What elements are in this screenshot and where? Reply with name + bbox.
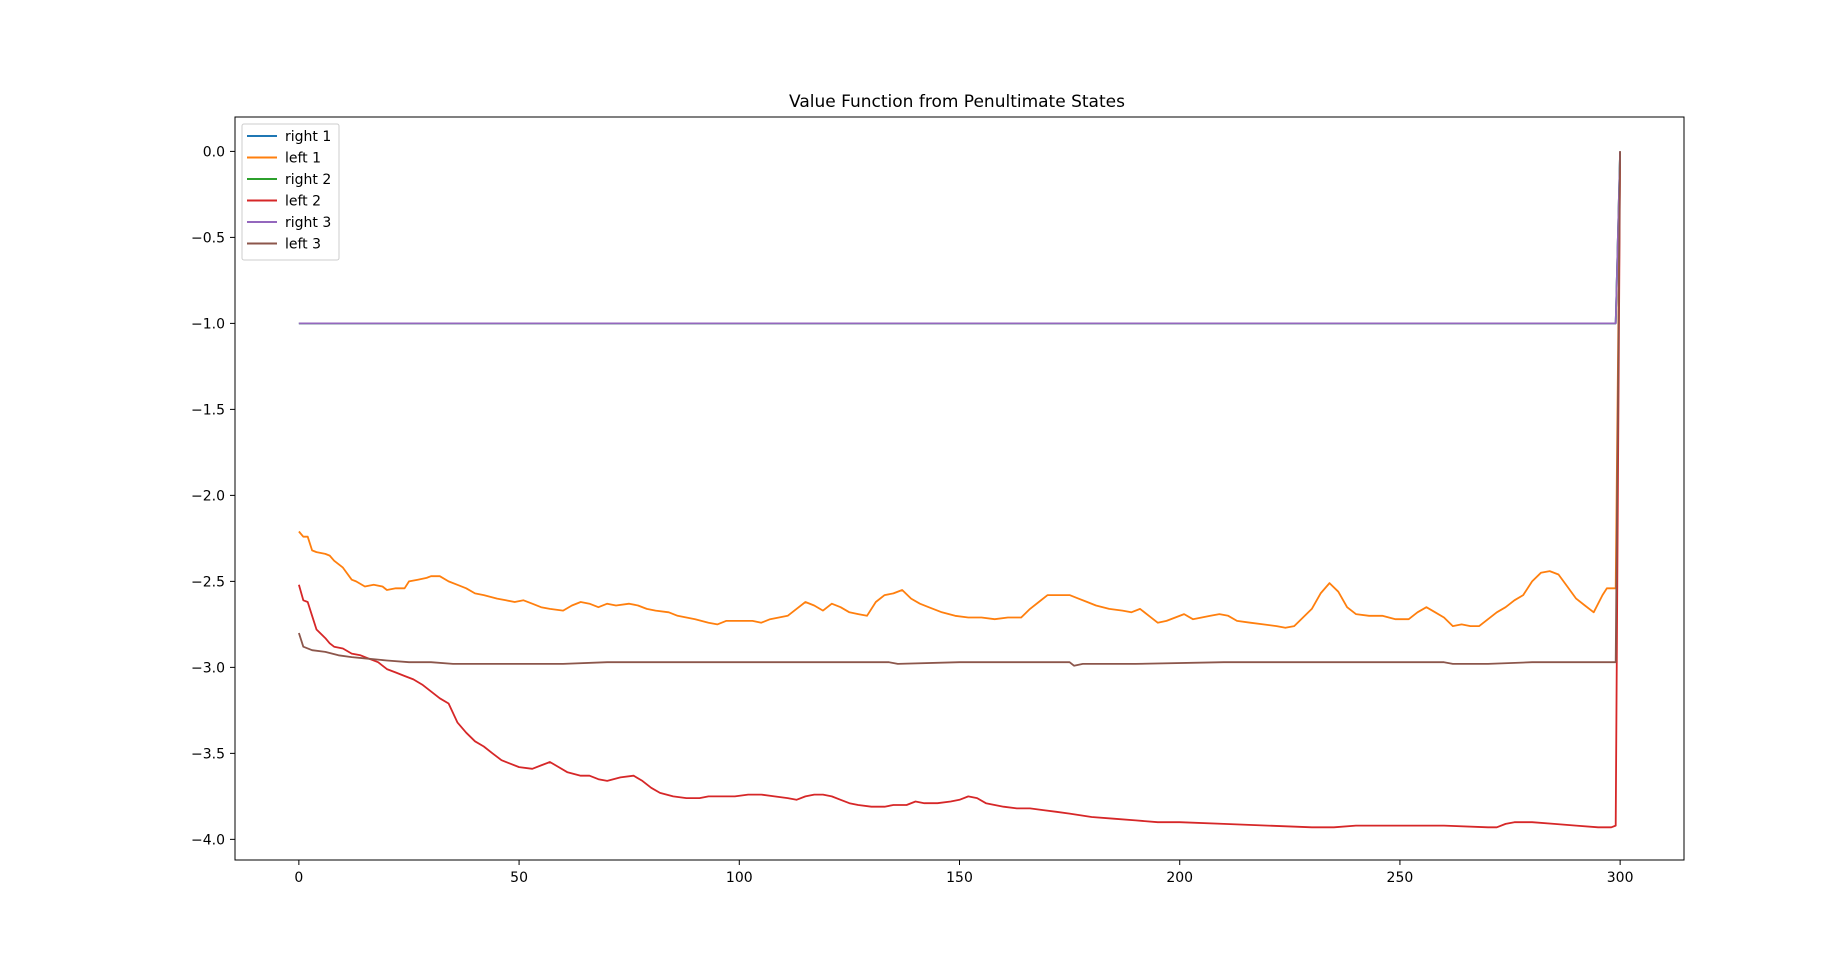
y-tick-label: −2.5 (191, 574, 225, 590)
y-tick-label: −2.0 (191, 488, 225, 504)
y-tick-label: −3.5 (191, 746, 225, 762)
chart-title: Value Function from Penultimate States (789, 92, 1125, 112)
y-axis: 0.0 −0.5 −1.0 −1.5 −2.0 −2.5 −3.0 −3.5 −4.0 (191, 144, 235, 848)
x-tick-label: 200 (1166, 870, 1193, 886)
x-tick-label: 100 (726, 870, 753, 886)
x-tick-label: 150 (946, 870, 973, 886)
x-axis: 0 50 100 150 200 250 300 (294, 860, 1634, 886)
x-tick-label: 300 (1607, 870, 1634, 886)
y-tick-label: −0.5 (191, 230, 225, 246)
series-layer (298, 151, 1621, 829)
legend-label: left 1 (285, 151, 321, 167)
y-tick-label: 0.0 (203, 144, 225, 160)
legend: right 1 left 1 right 2 left 2 right 3 left 3 (241, 123, 340, 261)
y-tick-label: −3.0 (191, 660, 225, 676)
series-line-left-1 (298, 151, 1621, 629)
y-tick-label: −1.0 (191, 316, 225, 332)
legend-label: left 2 (285, 194, 321, 210)
y-tick-label: −1.5 (191, 402, 225, 418)
series-line-left-2 (298, 151, 1621, 829)
series-line-right-3 (298, 151, 1621, 325)
legend-label: right 2 (285, 172, 331, 188)
x-tick-label: 50 (510, 870, 528, 886)
legend-label: left 3 (285, 237, 321, 253)
y-tick-label: −4.0 (191, 832, 225, 848)
x-tick-label: 250 (1387, 870, 1414, 886)
legend-label: right 1 (285, 129, 331, 145)
series-line-left-3 (298, 151, 1621, 667)
legend-label: right 3 (285, 215, 331, 231)
x-tick-label: 0 (294, 870, 303, 886)
